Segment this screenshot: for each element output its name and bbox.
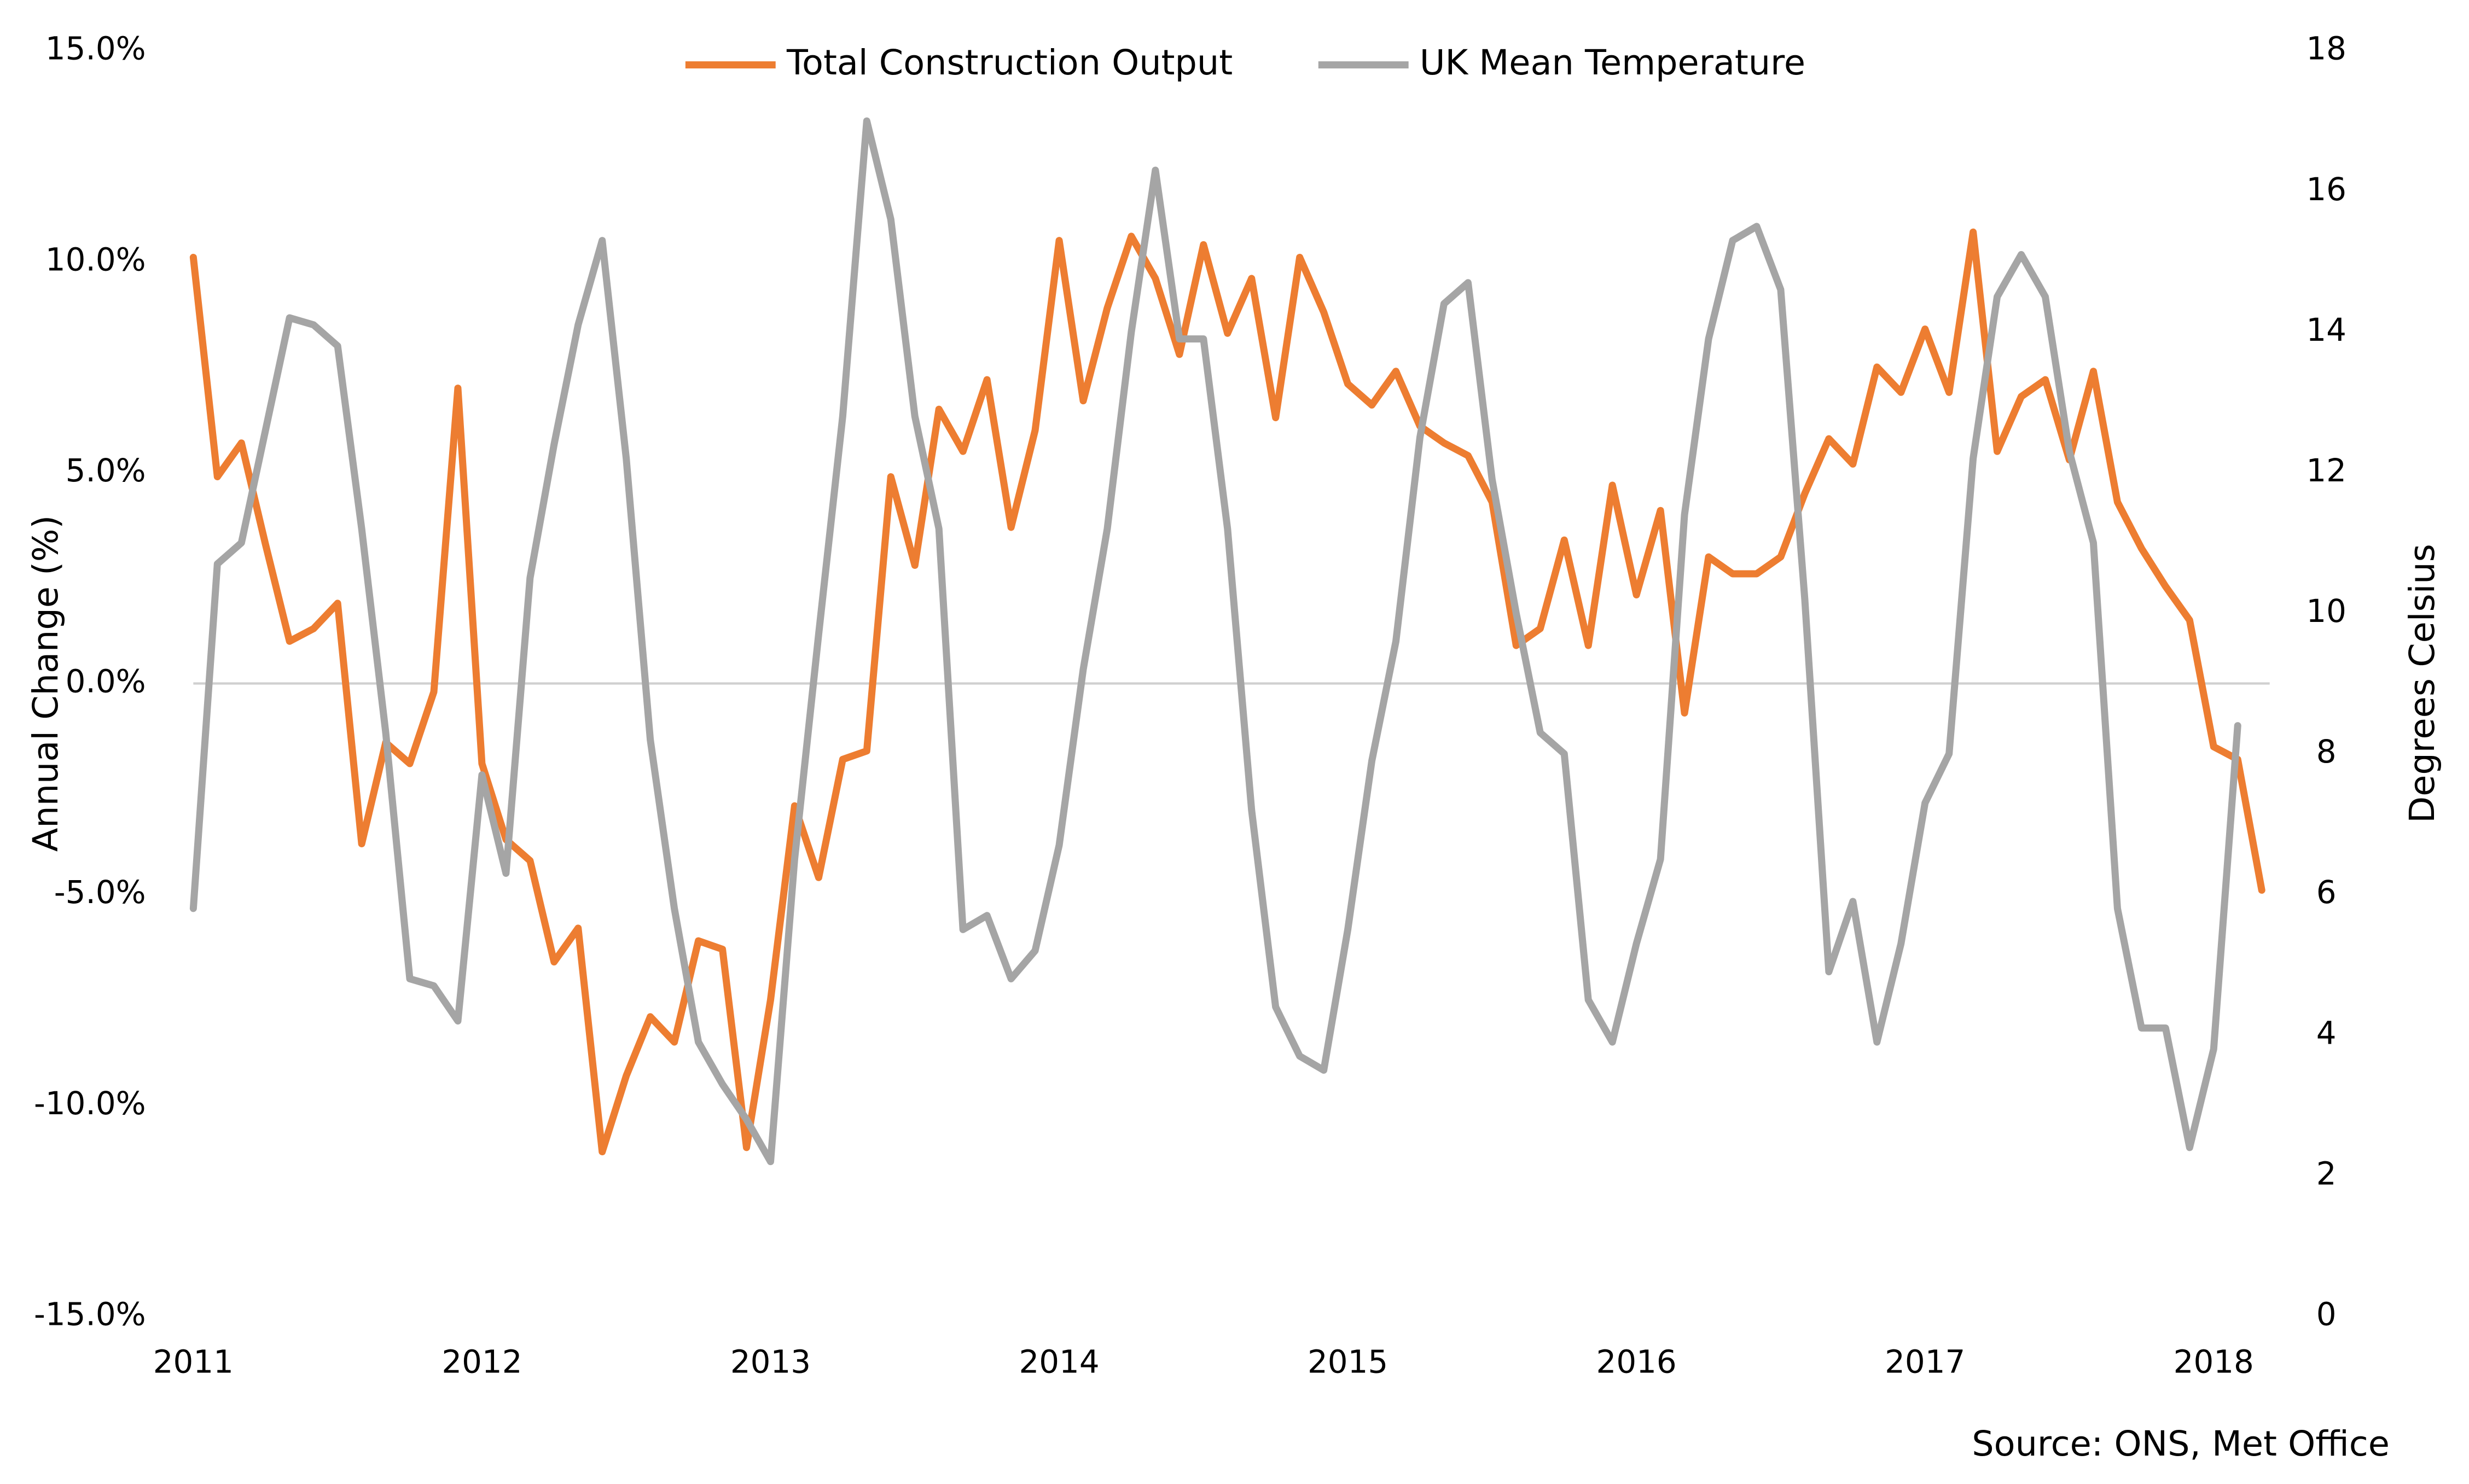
y-tick-label: 5.0% <box>66 452 146 489</box>
x-tick-label: 2018 <box>2174 1343 2254 1380</box>
y-tick-label: 15.0% <box>45 30 146 67</box>
y2-tick-label: 0 <box>2316 1296 2337 1333</box>
x-tick-label: 2013 <box>730 1343 811 1380</box>
y2-tick-label: 18 <box>2306 30 2346 67</box>
y2-tick-label: 14 <box>2306 311 2346 348</box>
y-tick-label: 0.0% <box>66 663 146 700</box>
y2-tick-label: 4 <box>2316 1014 2337 1051</box>
x-tick-label: 2016 <box>1596 1343 1677 1380</box>
y-tick-label: -15.0% <box>34 1296 146 1333</box>
y2-tick-label: 10 <box>2306 592 2346 630</box>
source-note: Source: ONS, Met Office <box>1972 1424 2390 1464</box>
y2-tick-label: 8 <box>2316 733 2337 770</box>
x-tick-label: 2011 <box>153 1343 234 1380</box>
series-line <box>189 228 2265 1156</box>
y-axis-label: Annual Change (%) <box>26 515 66 852</box>
x-tick-label: 2017 <box>1885 1343 1965 1380</box>
legend-label: UK Mean Temperature <box>1420 43 1805 83</box>
y2-tick-label: 12 <box>2306 452 2346 489</box>
series-line <box>189 117 2241 1166</box>
y-tick-label: 10.0% <box>45 241 146 278</box>
x-tick-label: 2012 <box>441 1343 522 1380</box>
legend-label: Total Construction Output <box>786 43 1233 83</box>
y-tick-label: -10.0% <box>34 1085 146 1122</box>
x-tick-label: 2014 <box>1019 1343 1099 1380</box>
y-tick-label: -5.0% <box>54 874 146 911</box>
y2-tick-label: 16 <box>2306 171 2346 208</box>
y2-axis-label: Degrees Celsius <box>2402 544 2443 823</box>
y2-tick-label: 2 <box>2316 1155 2337 1192</box>
x-tick-label: 2015 <box>1308 1343 1388 1380</box>
y2-tick-label: 6 <box>2316 874 2337 911</box>
